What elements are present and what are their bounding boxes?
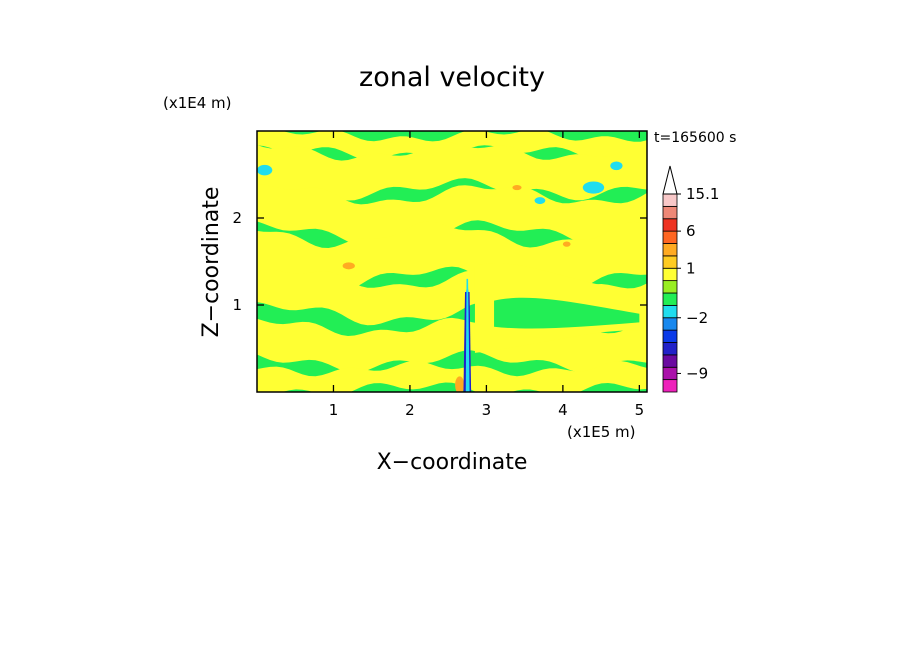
colorbar-level — [662, 243, 678, 257]
x-axis-title: X−coordinate — [377, 450, 528, 475]
positive-band — [257, 317, 647, 373]
colorbar-level — [662, 329, 678, 343]
warm-patch — [342, 262, 355, 270]
positive-band — [257, 141, 647, 201]
y-axis-title: Z−coordinate — [199, 187, 224, 338]
positive-band — [257, 360, 647, 392]
colorbar-level — [662, 280, 678, 294]
velocity-field — [257, 131, 647, 392]
colorbar-level — [662, 366, 678, 381]
colorbar-level — [662, 205, 678, 220]
negative-patch — [534, 197, 546, 205]
warm-patch — [562, 241, 571, 247]
colorbar-extension — [662, 165, 678, 195]
colorbar-level — [662, 342, 678, 356]
y-tick-label: 2 — [232, 209, 242, 227]
x-unit-label: (x1E5 m) — [567, 423, 636, 441]
colorbar-level — [662, 193, 678, 207]
colorbar-label: 1 — [686, 259, 696, 277]
x-tick-label: 2 — [405, 401, 415, 419]
x-tick-label: 1 — [329, 401, 339, 419]
y-tick-label: 1 — [232, 296, 242, 314]
colorbar-level — [662, 255, 678, 269]
colorbar: 15.1 6 1 −2 −9 — [662, 165, 719, 393]
colorbar-label: −2 — [686, 309, 708, 327]
colorbar-label: 15.1 — [686, 185, 719, 203]
colorbar-label: 6 — [686, 222, 696, 240]
x-tick-label: 4 — [558, 401, 568, 419]
positive-band — [257, 184, 647, 246]
colorbar-level — [662, 218, 678, 232]
colorbar-level — [662, 230, 678, 244]
warm-patch — [455, 376, 465, 392]
negative-patch — [257, 164, 273, 176]
x-axis: 1 2 3 4 5 — [329, 131, 644, 419]
jet-edge — [465, 278, 470, 392]
colorbar-label: −9 — [686, 364, 708, 382]
negative-patch — [610, 161, 623, 171]
colorbar-level — [662, 317, 678, 331]
colorbar-level — [662, 292, 678, 306]
time-label: t=165600 s — [654, 130, 736, 146]
negative-region — [494, 297, 640, 329]
x-tick-label: 5 — [635, 401, 645, 419]
negative-patch — [582, 181, 605, 194]
plot-frame — [256, 130, 648, 393]
colorbar-level — [662, 267, 678, 282]
warm-patch — [512, 184, 522, 191]
x-tick-label: 3 — [482, 401, 492, 419]
y-axis: 12 — [232, 209, 647, 314]
colorbar-level — [662, 304, 678, 319]
chart-title: zonal velocity — [359, 62, 545, 93]
colorbar-level — [662, 379, 678, 393]
y-unit-label: (x1E4 m) — [163, 94, 232, 112]
colorbar-level — [662, 354, 678, 368]
